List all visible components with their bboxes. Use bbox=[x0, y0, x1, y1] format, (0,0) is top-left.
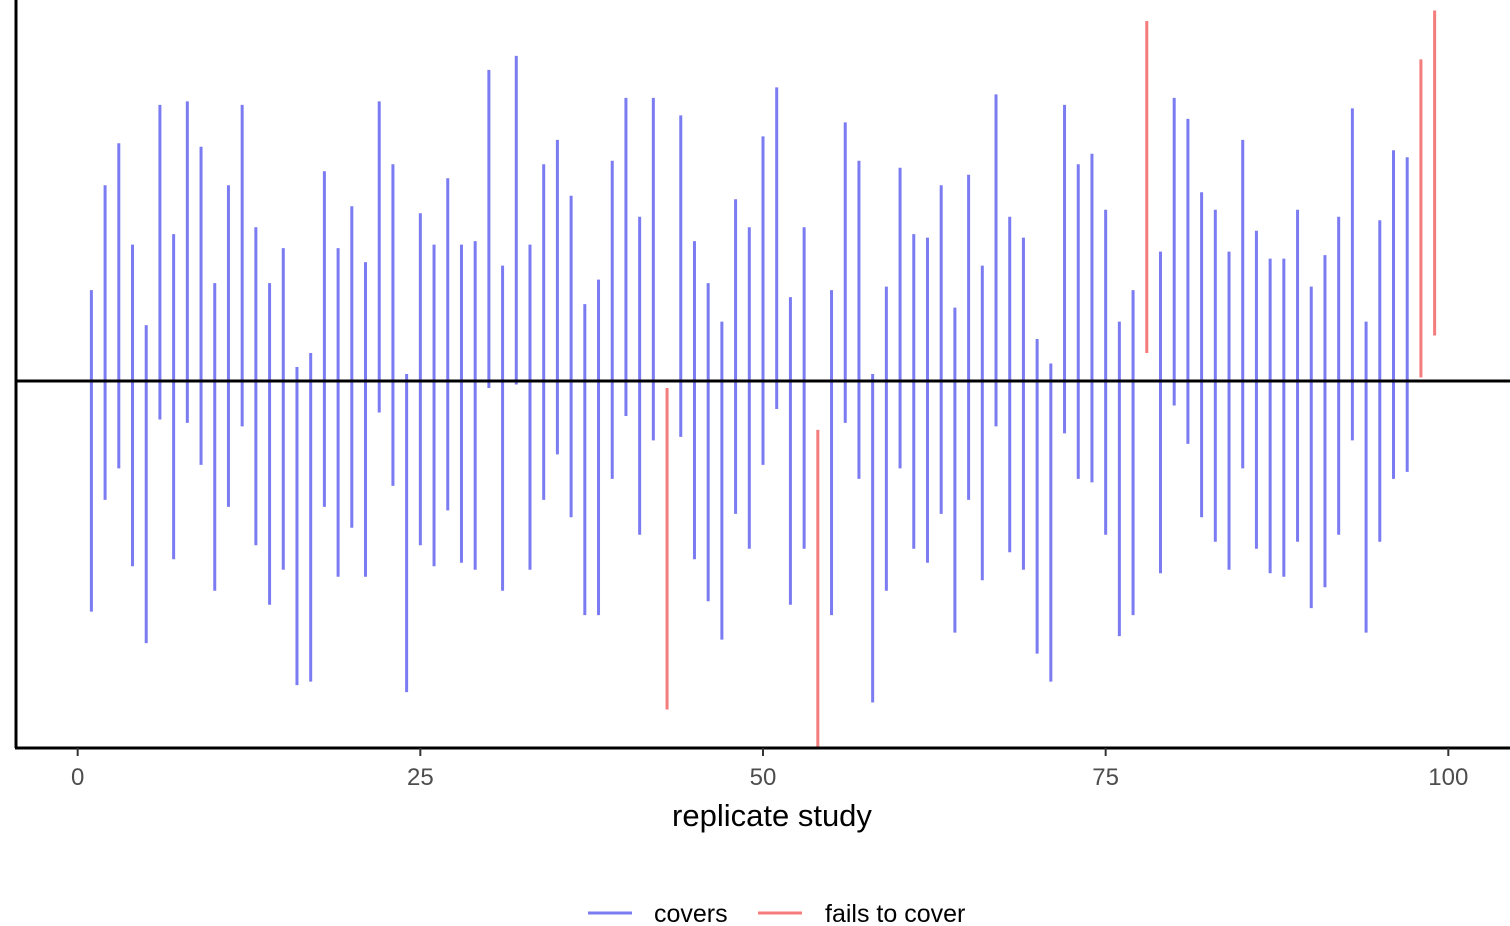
legend: covers fails to cover bbox=[588, 900, 965, 926]
legend-label-covers: covers bbox=[654, 900, 728, 926]
x-tick-label-0: 0 bbox=[71, 764, 84, 791]
x-tick-label-100: 100 bbox=[1428, 764, 1468, 791]
x-tick-label-75: 75 bbox=[1092, 764, 1119, 791]
legend-label-fails-to-cover: fails to cover bbox=[825, 900, 965, 926]
x-axis-ticks: 0 25 50 75 100 bbox=[71, 748, 1468, 791]
x-tick-label-25: 25 bbox=[407, 764, 434, 791]
legend-item-covers: covers bbox=[588, 900, 728, 926]
x-axis-title: replicate study bbox=[672, 798, 872, 833]
x-tick-label-50: 50 bbox=[750, 764, 777, 791]
legend-item-fails-to-cover: fails to cover bbox=[758, 900, 965, 926]
interval-marks bbox=[89, 10, 1437, 748]
